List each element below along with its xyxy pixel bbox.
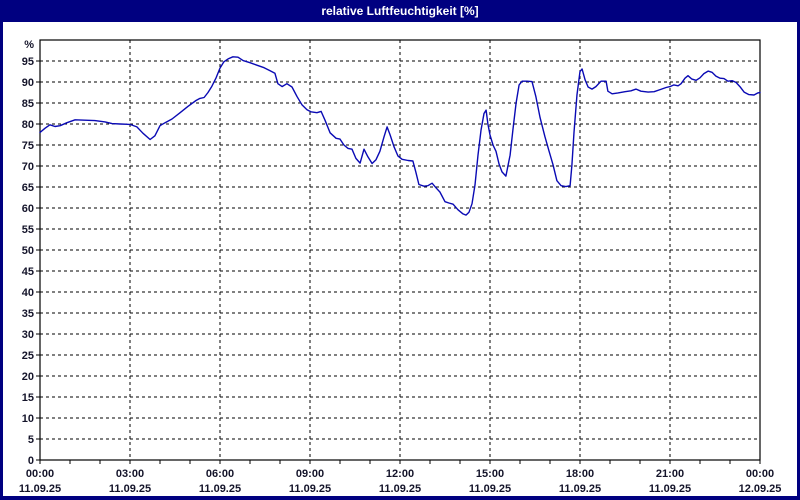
x-tick-time-label: 00:00 <box>26 468 54 480</box>
x-tick-time-label: 15:00 <box>476 468 504 480</box>
x-tick-date-label: 11.09.25 <box>109 483 151 495</box>
x-tick-time-label: 09:00 <box>296 468 324 480</box>
x-tick-time-label: 18:00 <box>566 468 594 480</box>
x-tick-date-label: 11.09.25 <box>469 483 511 495</box>
humidity-series-line <box>39 56 761 216</box>
y-tick-label: 60 <box>22 203 34 215</box>
y-tick-label: 75 <box>22 140 34 152</box>
x-tick-time-label: 03:00 <box>116 468 144 480</box>
y-tick-label: 25 <box>22 350 34 362</box>
y-tick-label: 5 <box>28 434 34 446</box>
y-tick-label: 50 <box>22 245 34 257</box>
y-tick-label: 65 <box>22 182 34 194</box>
window-title: relative Luftfeuchtigkeit [%] <box>321 4 479 18</box>
y-tick-label: 85 <box>22 98 34 110</box>
y-tick-label: 20 <box>22 371 34 383</box>
y-tick-label: 0 <box>28 455 34 467</box>
x-tick-date-label: 11.09.25 <box>559 483 601 495</box>
y-tick-label: 15 <box>22 392 34 404</box>
y-tick-label: 40 <box>22 287 34 299</box>
x-tick-date-label: 11.09.25 <box>19 483 61 495</box>
y-tick-label: 45 <box>22 266 34 278</box>
x-tick-date-label: 11.09.25 <box>289 483 331 495</box>
x-tick-date-label: 11.09.25 <box>649 483 691 495</box>
y-axis-unit-label: % <box>24 39 34 51</box>
x-tick-date-label: 12.09.25 <box>739 483 782 495</box>
x-tick-time-label: 12:00 <box>386 468 414 480</box>
x-tick-date-label: 11.09.25 <box>199 483 241 495</box>
x-tick-time-label: 00:00 <box>746 468 774 480</box>
x-tick-time-label: 06:00 <box>206 468 234 480</box>
y-tick-label: 70 <box>22 161 34 173</box>
y-tick-label: 10 <box>22 413 34 425</box>
y-tick-label: 80 <box>22 119 34 131</box>
y-tick-label: 30 <box>22 329 34 341</box>
y-tick-label: 95 <box>22 56 34 68</box>
y-tick-label: 55 <box>22 224 34 236</box>
window-title-bar: relative Luftfeuchtigkeit [%] <box>0 0 800 22</box>
x-tick-date-label: 11.09.25 <box>379 483 421 495</box>
plot-border <box>39 39 761 461</box>
x-tick-time-label: 21:00 <box>656 468 684 480</box>
y-tick-label: 90 <box>22 77 34 89</box>
y-tick-label: 35 <box>22 308 34 320</box>
